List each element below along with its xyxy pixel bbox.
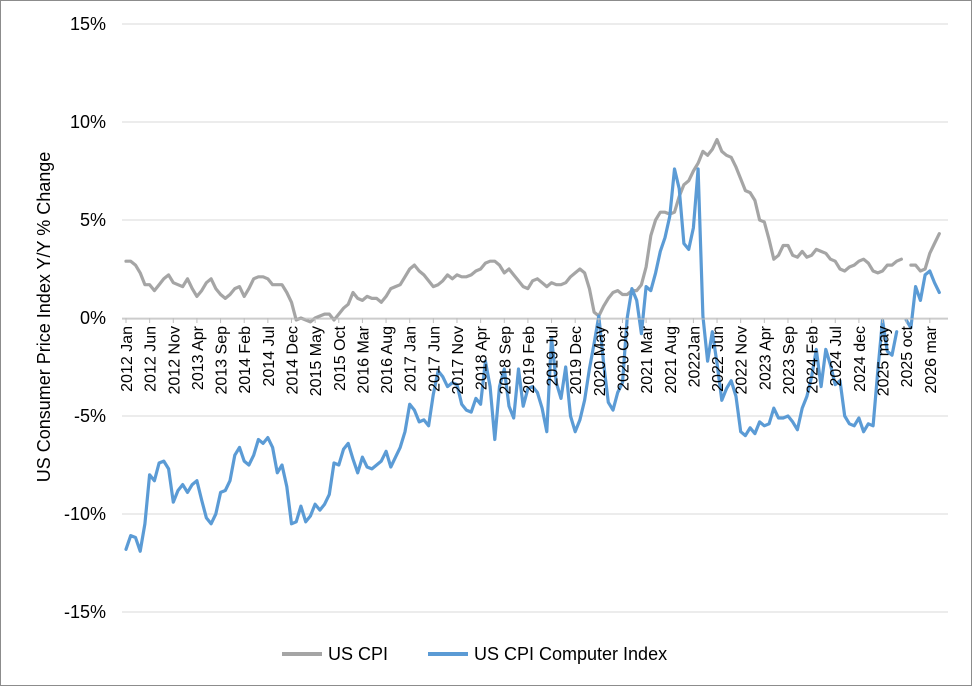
- x-tick-label: 2014 Dec: [285, 326, 302, 395]
- x-tick-label: 2012 Jun: [143, 326, 160, 392]
- x-tick-label: 2022 Nov: [734, 326, 751, 395]
- x-tick-label: 2019 Jul: [545, 326, 562, 387]
- series-line-us-cpi-computer-index: [904, 269, 941, 330]
- series-line-us-cpi-computer-index: [124, 167, 899, 553]
- series-layer: [124, 138, 941, 553]
- x-tick-label: 2021 Mar: [639, 325, 656, 393]
- y-tick-label: 10%: [70, 112, 106, 132]
- x-tick-label: 2017 Nov: [450, 326, 467, 395]
- x-tick-label: 2024 Feb: [805, 326, 822, 394]
- x-tick-label: 2013 Apr: [190, 325, 207, 390]
- x-tick-label: 2017 Jan: [403, 326, 420, 392]
- x-tick-label: 2020 May: [592, 326, 609, 396]
- y-tick-label: -10%: [64, 504, 106, 524]
- x-tick-label: 2014 Jul: [261, 326, 278, 387]
- x-axis-tick-marks: [125, 318, 931, 323]
- legend-label-us-cpi: US CPI: [328, 644, 388, 664]
- x-tick-label: 2025 may: [876, 326, 893, 396]
- y-tick-label: -5%: [74, 406, 106, 426]
- x-tick-label: 2021 Aug: [663, 326, 680, 394]
- x-tick-label: 2012 Nov: [166, 326, 183, 395]
- x-tick-label: 2022Jan: [686, 326, 703, 387]
- x-tick-label: 2016 Aug: [379, 326, 396, 394]
- x-tick-label: 2025 oct: [899, 325, 916, 387]
- y-axis-tick-labels: 15% 10% 5% 0% -5% -10% -15%: [64, 14, 106, 622]
- legend: US CPI US CPI Computer Index: [282, 644, 667, 664]
- x-tick-label: 2019 Dec: [568, 326, 585, 395]
- series-line-us-cpi: [909, 232, 941, 273]
- y-tick-label: 0%: [80, 308, 106, 328]
- legend-label-us-cpi-computer-index: US CPI Computer Index: [474, 644, 667, 664]
- x-tick-label: 2026 mar: [923, 325, 940, 393]
- x-tick-label: 2022 Jun: [710, 326, 727, 392]
- x-tick-label: 2016 Mar: [355, 325, 372, 393]
- gridlines: [122, 23, 948, 613]
- x-tick-label: 2019 Feb: [521, 326, 538, 394]
- x-tick-label: 2018 Sep: [497, 326, 514, 395]
- x-tick-label: 2020 Oct: [616, 325, 633, 390]
- x-tick-label: 2015 May: [308, 326, 325, 396]
- y-tick-label: -15%: [64, 602, 106, 622]
- x-tick-label: 2014 Feb: [237, 326, 254, 394]
- x-axis-tick-labels: 2012 Jan 2012 Jun 2012 Nov 2013 Apr 2013 Sep…: [119, 325, 940, 396]
- x-tick-label: 2015 Oct: [332, 325, 349, 390]
- x-tick-label: 2012 Jan: [119, 326, 136, 392]
- y-tick-label: 15%: [70, 14, 106, 34]
- x-tick-label: 2023 Sep: [781, 326, 798, 395]
- y-tick-label: 5%: [80, 210, 106, 230]
- x-tick-label: 2017 Jun: [426, 326, 443, 392]
- series-line-us-cpi: [124, 138, 903, 324]
- x-tick-label: 2024 dec: [852, 326, 869, 392]
- x-tick-label: 2024 Jul: [828, 326, 845, 387]
- y-axis-title: US Consumer Price Index Y/Y % Change: [34, 152, 54, 483]
- x-tick-label: 2013 Sep: [214, 326, 231, 395]
- x-tick-label: 2023 Apr: [757, 325, 774, 390]
- x-tick-label: 2018 Apr: [474, 325, 491, 390]
